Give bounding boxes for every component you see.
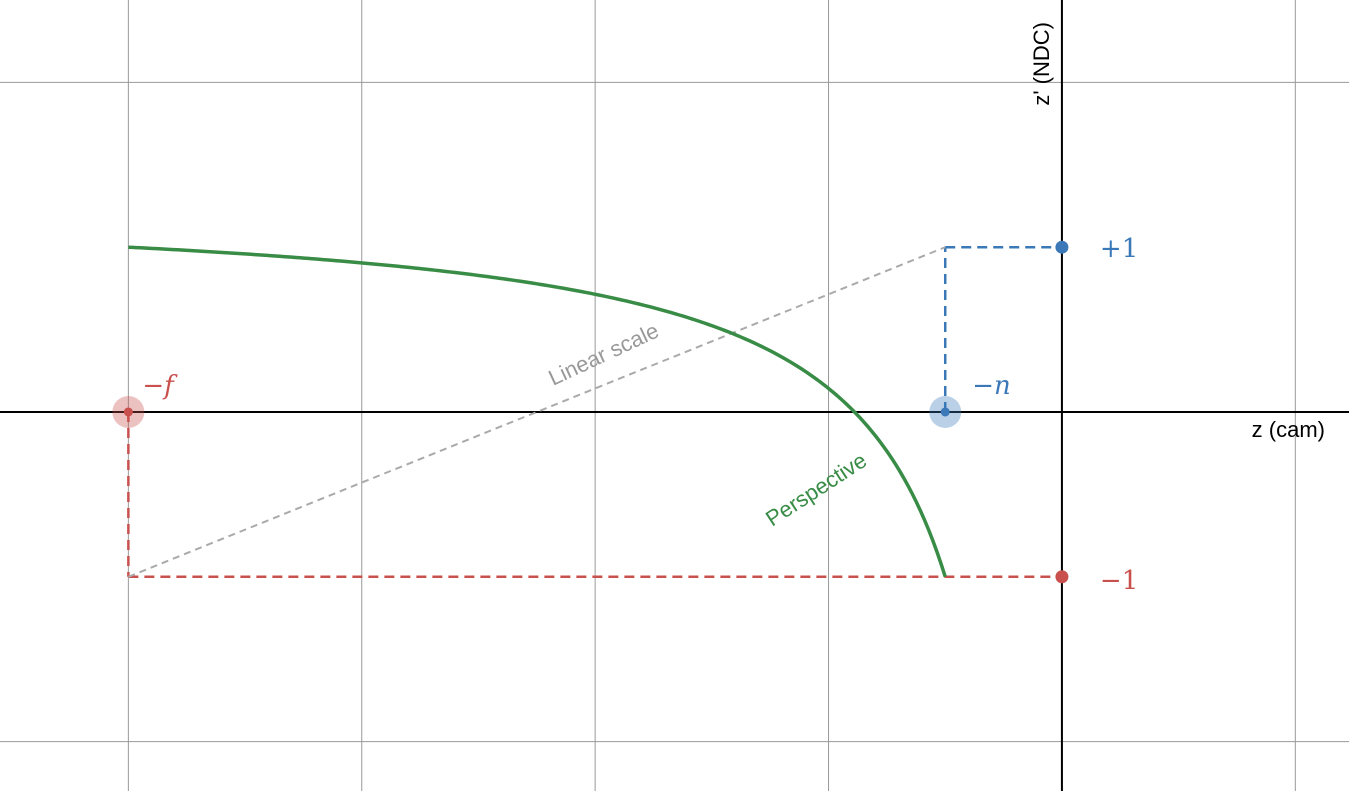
far-point bbox=[123, 407, 133, 417]
linear-scale-line bbox=[127, 246, 946, 578]
plus-one-point bbox=[1055, 240, 1069, 254]
minus-one-point bbox=[1055, 570, 1069, 584]
far-label: −f bbox=[142, 371, 178, 401]
x-axis-label: z (cam) bbox=[1252, 417, 1325, 442]
y-axis-label: z' (NDC) bbox=[1029, 22, 1054, 106]
plus-one-label: +1 bbox=[1100, 234, 1138, 264]
near-point bbox=[940, 407, 950, 417]
labels: z (cam) z' (NDC) −f −n +1 −1 Perspective… bbox=[142, 22, 1325, 596]
guide-lines bbox=[127, 245, 1062, 579]
linear-series-label: Linear scale bbox=[545, 318, 663, 391]
perspective-series-label: Perspective bbox=[761, 448, 871, 532]
points bbox=[112, 240, 1069, 584]
near-label: −n bbox=[972, 371, 1011, 401]
perspective-curve bbox=[128, 245, 947, 578]
series bbox=[127, 245, 947, 578]
minus-one-label: −1 bbox=[1100, 566, 1138, 596]
